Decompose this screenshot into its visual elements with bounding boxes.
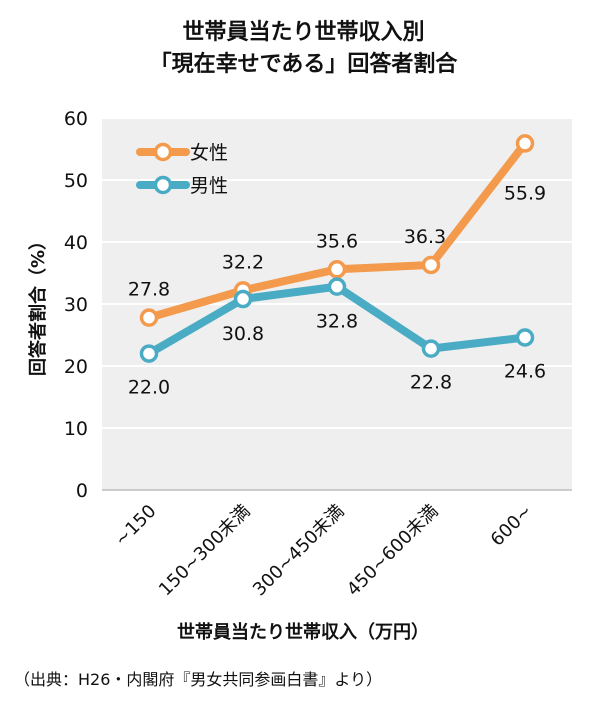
x-tick-label: 600~ xyxy=(487,501,537,551)
x-tick-label: 300~450未満 xyxy=(249,501,349,601)
legend-label-male: 男性 xyxy=(190,175,228,197)
y-tick-label: 20 xyxy=(64,356,88,378)
data-label-male: 22.8 xyxy=(410,372,452,394)
data-label-female: 36.3 xyxy=(404,226,446,248)
y-axis-title: 回答者割合（%） xyxy=(27,232,49,376)
data-label-female: 27.8 xyxy=(128,279,170,301)
y-tick-label: 60 xyxy=(64,108,88,130)
data-point-male xyxy=(421,339,441,358)
data-point-male xyxy=(139,344,159,363)
x-tick-label: 450~600未満 xyxy=(343,501,443,601)
legend-label-female: 女性 xyxy=(190,142,228,164)
data-point-male xyxy=(233,289,253,309)
data-point-male xyxy=(515,328,535,347)
data-label-female: 35.6 xyxy=(316,230,358,252)
y-tick-label: 40 xyxy=(64,232,88,254)
data-point-female xyxy=(327,260,347,279)
data-point-female xyxy=(139,308,159,327)
data-point-female xyxy=(421,255,441,275)
data-label-male: 30.8 xyxy=(222,323,264,345)
legend-marker-female xyxy=(153,142,173,162)
data-point-male xyxy=(327,277,347,296)
data-label-female: 32.2 xyxy=(222,251,264,273)
data-label-male: 24.6 xyxy=(504,360,546,382)
x-axis-title: 世帯員当たり世帯収入（万円） xyxy=(177,621,429,643)
y-tick-label: 50 xyxy=(64,170,88,192)
x-tick-label: 150~300未満 xyxy=(155,501,255,601)
x-tick-label: ~150 xyxy=(111,501,161,551)
data-label-female: 55.9 xyxy=(504,182,546,204)
y-tick-label: 10 xyxy=(64,418,88,440)
chart-title-line2: 「現在幸せである」回答者割合 xyxy=(149,52,458,77)
y-tick-label: 0 xyxy=(76,480,88,502)
chart-title-line1: 世帯員当たり世帯収入別 xyxy=(182,20,425,45)
legend-marker-male xyxy=(153,175,173,195)
data-label-male: 22.0 xyxy=(128,377,170,399)
data-point-female xyxy=(515,134,535,153)
data-label-male: 32.8 xyxy=(316,311,358,333)
y-tick-label: 30 xyxy=(64,294,88,316)
source-note: （出典：H26・内閣府『男女共同参画白書』より） xyxy=(14,670,383,689)
